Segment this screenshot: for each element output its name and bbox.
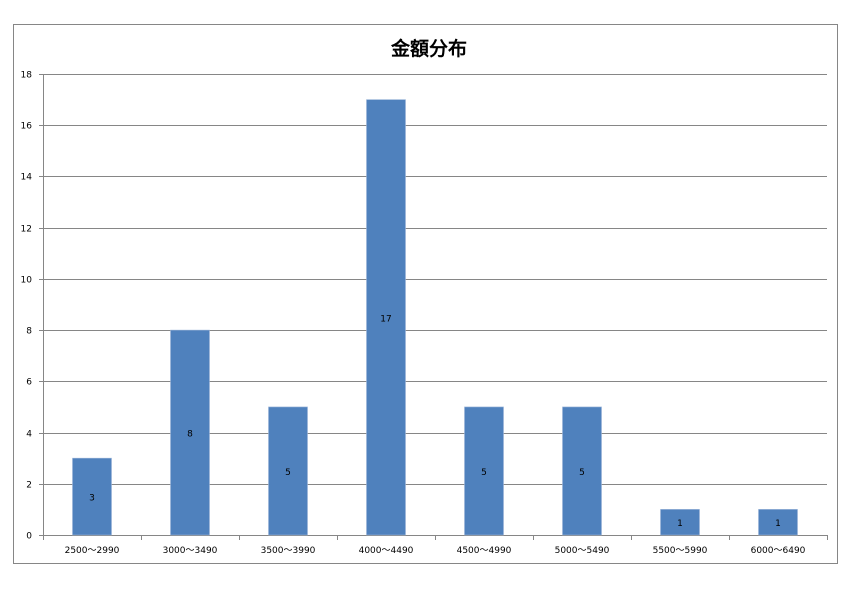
y-tick-label: 8: [26, 327, 32, 337]
x-tick-label: 3500～3990: [261, 546, 316, 556]
x-tick-label: 2500～2990: [65, 546, 120, 556]
bar: [660, 509, 700, 536]
y-tick-label: 18: [21, 71, 33, 81]
y-tick-label: 0: [26, 532, 32, 542]
bar: [366, 99, 406, 536]
data-label: 1: [677, 519, 683, 529]
x-tick-label: 3000～3490: [163, 546, 218, 556]
y-tick-label: 10: [21, 276, 33, 286]
bar: [170, 329, 210, 536]
data-label: 5: [481, 468, 487, 478]
x-tick-label: 5500～5990: [653, 546, 708, 556]
data-label: 5: [579, 468, 585, 478]
y-tick-label: 14: [21, 173, 33, 183]
data-label: 8: [187, 430, 193, 440]
bar: [72, 457, 112, 536]
y-tick-label: 4: [26, 430, 32, 440]
bar: [268, 406, 308, 536]
x-tick-label: 5000～5490: [555, 546, 610, 556]
x-tick-label: 4500～4990: [457, 546, 512, 556]
y-tick-label: 16: [21, 122, 33, 132]
y-tick-label: 6: [26, 378, 32, 388]
data-label: 3: [89, 494, 95, 504]
bar: [758, 509, 798, 536]
x-tick-label: 4000～4490: [359, 546, 414, 556]
bar: [562, 406, 602, 536]
data-label: 17: [380, 314, 391, 324]
chart-area: [13, 24, 838, 564]
y-tick-label: 12: [21, 225, 32, 235]
data-label: 5: [285, 468, 291, 478]
chart-title: 金額分布: [390, 38, 467, 60]
bar: [464, 406, 504, 536]
x-tick-label: 6000～6490: [751, 546, 806, 556]
y-tick-label: 2: [26, 481, 32, 491]
data-label: 1: [775, 519, 781, 529]
